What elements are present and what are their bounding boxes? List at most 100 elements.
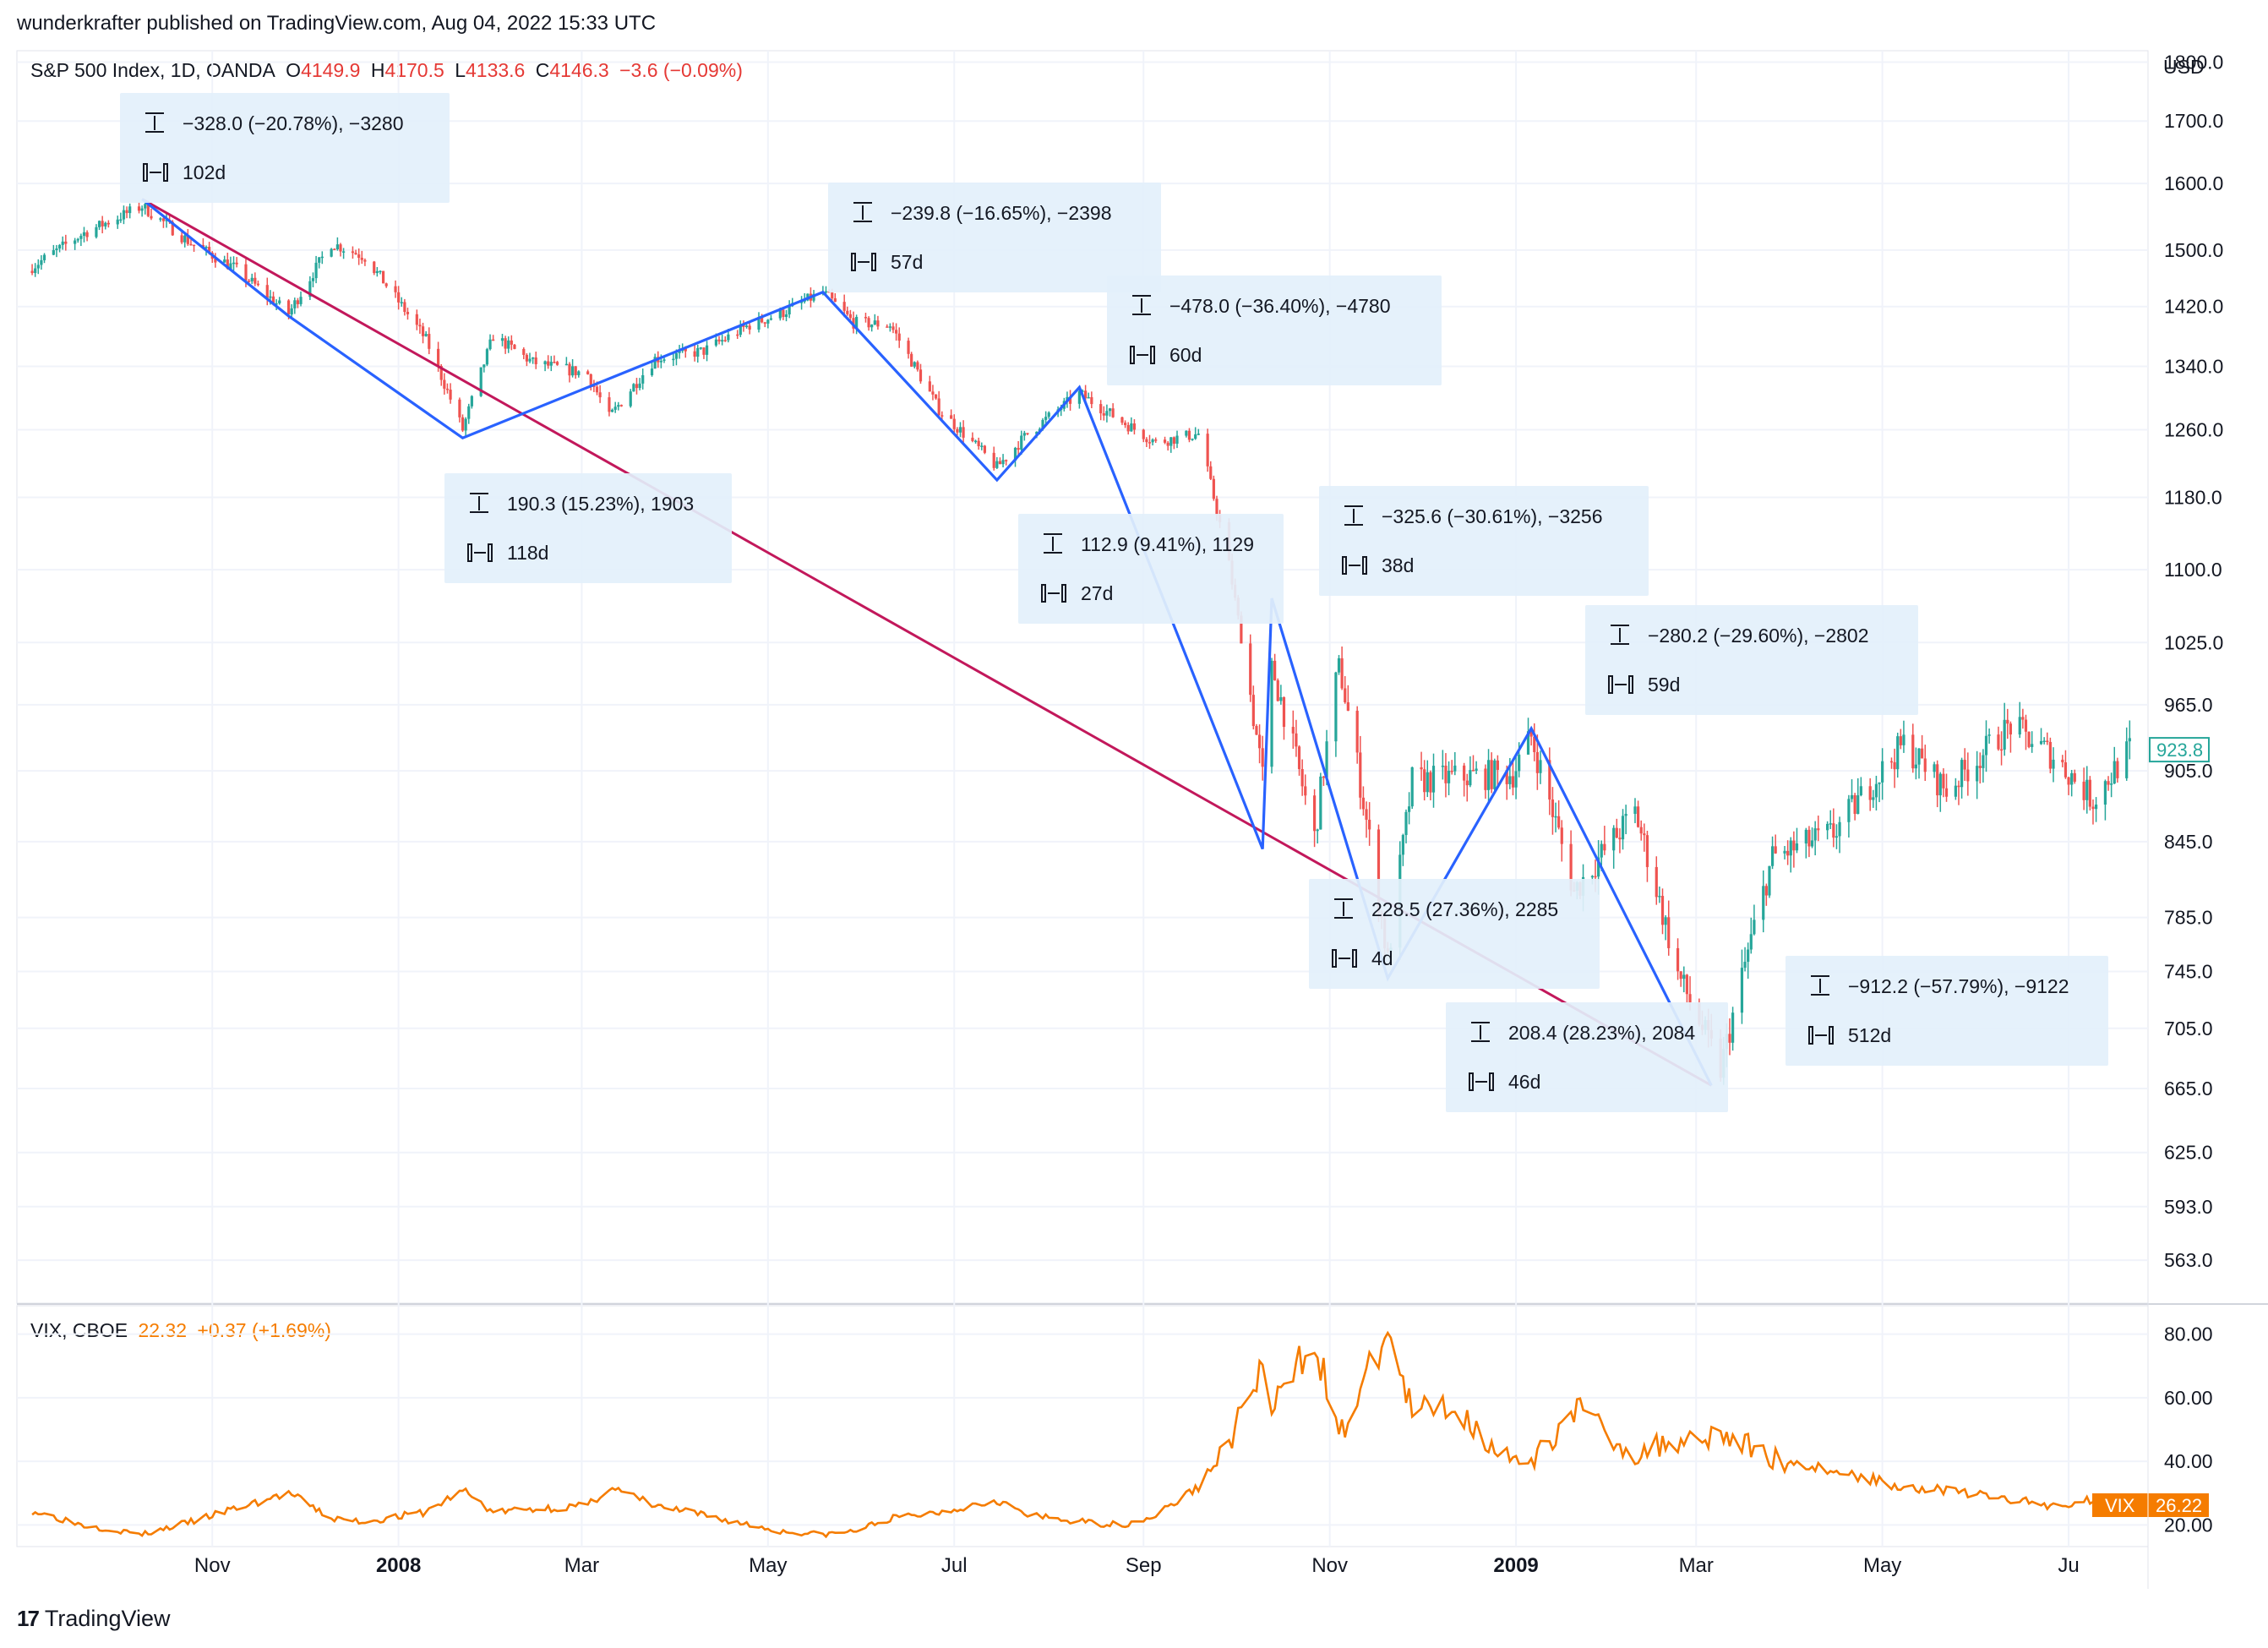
measure-change-label: −325.6 (−30.61%), −3256 [1382,505,1603,527]
candle-body [335,244,339,249]
candle-body [445,388,450,390]
candle-body [320,256,324,259]
candle-body [934,394,938,399]
candle-body [769,318,773,320]
tradingview-logo: 17 [17,1606,40,1631]
time-tick-label: Jul [941,1554,968,1577]
candle-body [1270,660,1273,767]
candle-body [2082,781,2085,800]
price-tick-label: 1700.0 [2164,110,2223,132]
candle-body [980,445,984,447]
candle-body [488,339,492,350]
measure-box[interactable]: 190.3 (15.23%), 1903 118d [444,473,732,583]
candle-body [1872,797,1875,800]
candle-body [183,235,187,243]
candle-body [1603,843,1606,851]
candle-body [2061,759,2064,763]
candle-body [61,241,64,245]
candle-body [727,334,730,341]
candle-body [1533,736,1536,752]
bars-range-icon [1041,584,1066,603]
candle-body [379,270,382,273]
candle-body [846,310,849,314]
candle-body [1020,435,1023,450]
candle-body [428,334,431,349]
candle-body [1817,828,1820,831]
candle-body [1923,758,1927,772]
measure-box[interactable]: −328.0 (−20.78%), −3280 102d [120,93,450,203]
measure-box[interactable]: −912.2 (−57.79%), −9122 512d [1786,956,2108,1066]
measure-box[interactable]: −280.2 (−29.60%), −2802 59d [1585,605,1918,715]
bars-range-icon [143,163,168,182]
measure-box[interactable]: 208.4 (28.23%), 2084 46d [1446,1002,1728,1112]
candle-body [894,330,898,334]
candle-body [748,325,751,330]
candle-body [1835,836,1839,838]
candle-body [1334,672,1338,742]
candle-body [1728,1034,1731,1043]
measure-box[interactable]: −478.0 (−36.40%), −4780 60d [1107,276,1442,385]
price-tick-label: 965.0 [2164,694,2213,716]
candle-body [1826,823,1829,831]
candle-body [1514,771,1518,788]
candle-body [507,340,510,349]
vix-last-value: 26.22 [2156,1495,2202,1516]
candle-body [1764,886,1768,896]
candle-body [650,368,654,376]
candle-body [1447,771,1451,783]
candle-body [2110,783,2113,785]
candle-body [189,243,193,246]
candle-body [782,309,785,318]
tradingview-brand[interactable]: 17 TradingView [17,1606,171,1632]
measure-box[interactable]: −325.6 (−30.61%), −3256 38d [1319,486,1649,596]
candle-body [244,264,248,281]
candle-body [384,283,388,286]
measure-box[interactable]: 112.9 (9.41%), 1129 27d [1018,514,1284,624]
measure-change-label: −239.8 (−16.65%), −2398 [891,202,1112,224]
vix-pane[interactable] [16,1305,2149,1547]
candle-body [824,291,828,293]
currency-label: USD [2163,56,2205,78]
candle-body [1743,962,1747,969]
candle-body [788,306,791,315]
bars-range-icon [851,253,876,271]
candle-body [1914,764,1917,769]
candle-body [1982,755,1985,768]
measure-box[interactable]: 228.5 (27.36%), 2285 4d [1309,879,1600,989]
candle-body [186,235,189,244]
candle-body [1569,843,1573,891]
candle-body [271,296,275,305]
candle-body [1792,840,1796,851]
candle-body [2125,741,2129,778]
candle-body [608,397,611,412]
candle-body [1431,766,1436,793]
candle-body [57,244,62,249]
candle-body [1297,746,1301,770]
candle-body [1548,760,1551,800]
candle-body [638,383,641,389]
candle-body [1496,760,1499,770]
candle-body [659,360,662,363]
candle-body [1316,829,1319,832]
candle-body [223,259,226,263]
candle-body [418,325,422,327]
candle-body [1786,850,1790,856]
candle-body [1151,439,1154,443]
candle-body [208,247,211,253]
candle-body [736,334,739,336]
candle-body [2073,772,2076,782]
time-tick-label: 2009 [1493,1554,1538,1577]
vix-line[interactable] [31,1330,2131,1539]
vix-symbol-label[interactable]: VIX, CBOE [30,1319,128,1341]
measure-box-bg [1309,879,1600,989]
candle-body [1789,840,1792,856]
candle-body [717,339,721,342]
candle-body [500,338,504,341]
candle-body [1762,886,1765,920]
candle-body [528,358,532,362]
candle-body [761,316,764,323]
price-tick-label: 785.0 [2164,907,2213,929]
measure-box[interactable]: −239.8 (−16.65%), −2398 57d [828,183,1161,292]
candle-body [229,263,232,269]
